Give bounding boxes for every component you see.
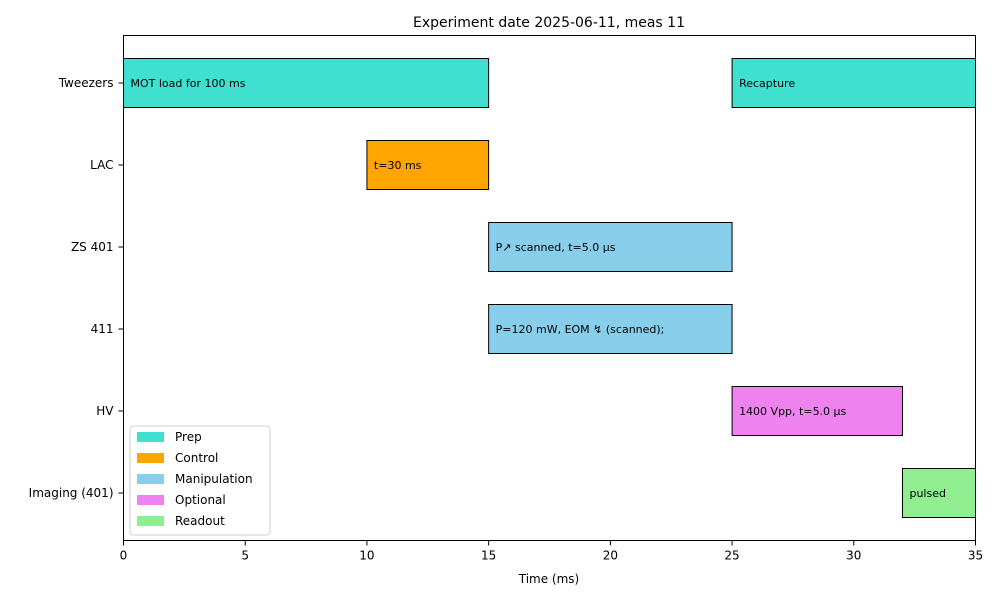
y-tick-label: 411 — [91, 322, 114, 336]
y-axis: Tweezers LAC ZS 401 411 HV Imaging (401) — [29, 76, 124, 500]
gantt-bar — [366, 140, 490, 190]
legend-label: Readout — [175, 514, 225, 528]
bar-label: 1400 Vpp, t=5.0 µs — [739, 405, 846, 418]
x-tick-label: 35 — [968, 549, 983, 563]
legend-label: Manipulation — [175, 472, 253, 486]
bar-label: P↗ scanned, t=5.0 µs — [496, 241, 616, 254]
y-tick-label: ZS 401 — [71, 240, 114, 254]
gantt-bar — [901, 468, 977, 518]
legend-swatch — [137, 453, 164, 463]
y-tick-label: Imaging (401) — [29, 486, 114, 500]
bar-label: P=120 mW, EOM ↯ (scanned); — [496, 323, 665, 336]
x-tick-label: 20 — [603, 549, 618, 563]
legend: Prep Control Manipulation Optional Readout — [129, 425, 271, 536]
x-axis-label: Time (ms) — [518, 572, 580, 586]
bars-layer: MOT load for 100 ms Recapture t=30 ms P↗ sc… — [123, 58, 977, 518]
gantt-bar — [488, 222, 733, 272]
legend-swatch — [137, 432, 164, 442]
x-tick-label: 10 — [359, 549, 374, 563]
gantt-bar — [731, 386, 903, 436]
legend-label: Control — [175, 451, 218, 465]
x-tick-label: 25 — [724, 549, 739, 563]
x-tick-label: 15 — [481, 549, 496, 563]
plot-frame — [123, 35, 976, 541]
chart-title: Experiment date 2025-06-11, meas 11 — [413, 15, 685, 31]
x-tick-label: 0 — [120, 549, 128, 563]
legend-swatch — [137, 495, 164, 505]
bar-label: MOT load for 100 ms — [131, 77, 246, 90]
y-tick-label: Tweezers — [58, 76, 114, 90]
legend-box — [129, 425, 271, 536]
gantt-bar — [488, 304, 733, 354]
y-tick-label: LAC — [90, 158, 113, 172]
legend-label: Prep — [175, 430, 202, 444]
x-tick-label: 5 — [241, 549, 249, 563]
bar-label: pulsed — [909, 487, 946, 500]
legend-label: Optional — [175, 493, 226, 507]
gantt-bar — [123, 58, 490, 108]
x-axis: 0 5 10 15 20 25 30 35 — [120, 540, 983, 563]
legend-swatch — [137, 516, 164, 526]
bar-label: t=30 ms — [374, 159, 422, 172]
bar-label: Recapture — [739, 77, 795, 90]
x-tick-label: 30 — [846, 549, 861, 563]
y-tick-label: HV — [96, 404, 114, 418]
gantt-bar — [731, 58, 976, 108]
legend-swatch — [137, 474, 164, 484]
